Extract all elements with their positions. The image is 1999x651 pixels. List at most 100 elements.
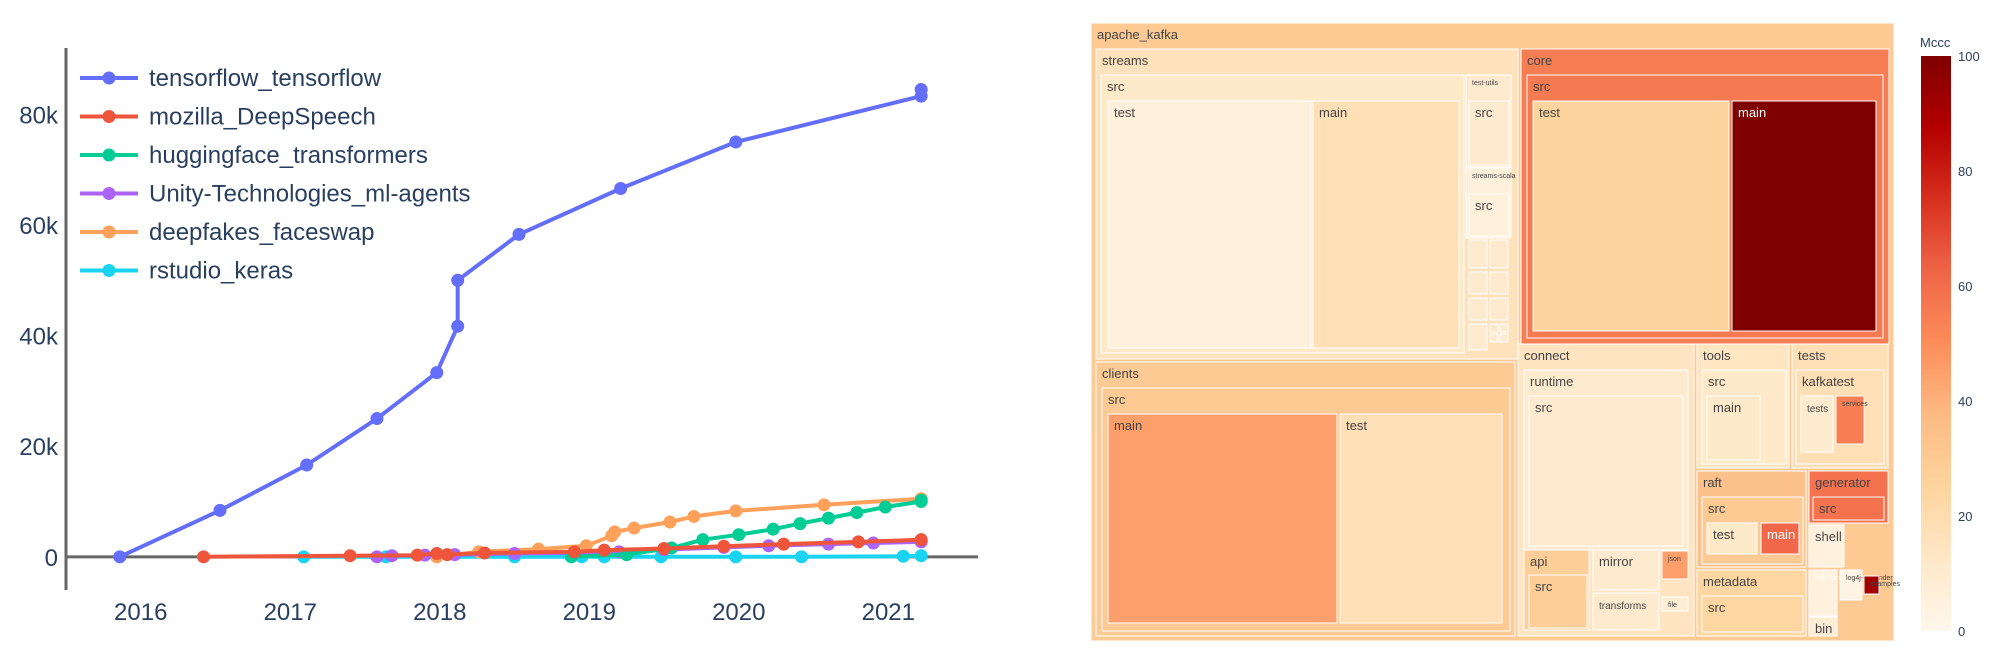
legend-item[interactable]: mozilla_DeepSpeech (80, 104, 376, 131)
treemap-cell-label: kafkatest (1802, 374, 1854, 389)
treemap-cell-file[interactable]: file (1661, 596, 1689, 612)
data-point[interactable] (729, 550, 743, 564)
treemap-cell-label: clients (1102, 366, 1139, 381)
data-point[interactable] (614, 181, 628, 195)
treemap-cell-label: test (1346, 418, 1367, 433)
treemap-cell-src[interactable]: src (1468, 100, 1510, 166)
data-point[interactable] (766, 522, 780, 536)
treemap-cell-rect (1528, 395, 1684, 547)
data-point[interactable] (213, 503, 227, 517)
treemap-cell-rect (1701, 595, 1804, 633)
treemap-cell-shell[interactable]: shell (1808, 524, 1845, 568)
data-point[interactable] (113, 550, 127, 564)
data-point[interactable] (914, 493, 928, 507)
legend-item[interactable]: Unity-Technologies_ml-agents (80, 181, 471, 208)
treemap-cell-label: test (1114, 105, 1135, 120)
treemap-cell-main[interactable]: main (1107, 413, 1338, 624)
treemap-cell-bin[interactable]: bin (1808, 616, 1838, 637)
data-point[interactable] (914, 549, 928, 563)
treemap-cell-src[interactable]: src (1528, 395, 1684, 547)
data-point[interactable] (896, 549, 910, 563)
treemap-cell-examples[interactable]: examples (1863, 575, 1900, 595)
data-point[interactable] (850, 506, 864, 520)
treemap-cell-main[interactable]: main (1731, 100, 1877, 332)
data-point[interactable] (687, 509, 701, 523)
data-point[interactable] (777, 537, 791, 551)
treemap-cell-test[interactable]: test (1532, 100, 1730, 332)
data-point[interactable] (608, 525, 622, 539)
treemap-cell-tests[interactable]: tests (1800, 395, 1834, 453)
colorbar-tick-label: 80 (1958, 164, 1972, 179)
data-point[interactable] (878, 500, 892, 514)
data-point[interactable] (197, 550, 211, 564)
treemap-cell-src[interactable]: src (1701, 595, 1804, 633)
treemap-cell-test[interactable]: test (1339, 413, 1503, 624)
treemap-cell-transforms[interactable]: transforms (1592, 592, 1660, 631)
data-point[interactable] (729, 504, 743, 518)
treemap-cell-main[interactable]: main (1312, 100, 1460, 349)
treemap-tiny-cell (1468, 323, 1488, 351)
legend-item[interactable]: deepfakes_faceswap (80, 219, 375, 246)
data-point[interactable] (663, 515, 677, 529)
treemap-cell-label: src (1535, 579, 1553, 594)
legend-label: deepfakes_faceswap (149, 219, 375, 246)
treemap-cell-rect (1808, 569, 1838, 617)
data-point[interactable] (451, 273, 465, 287)
data-point[interactable] (696, 533, 710, 547)
series-tensorflow_tensorflow[interactable] (113, 82, 928, 564)
data-point[interactable] (478, 546, 492, 560)
data-point[interactable] (597, 543, 611, 557)
series-layer (113, 82, 928, 564)
treemap-cell-label: src (1708, 600, 1726, 615)
data-point[interactable] (512, 227, 526, 241)
legend-item[interactable]: tensorflow_tensorflow (80, 65, 382, 92)
legend-item[interactable]: huggingface_transformers (80, 142, 428, 169)
legend-item[interactable]: rstudio_keras (80, 258, 293, 285)
treemap-cell-rect (1592, 549, 1660, 591)
treemap-cell-main[interactable]: main (1706, 395, 1761, 461)
data-point[interactable] (914, 82, 928, 96)
data-point[interactable] (793, 517, 807, 531)
data-point[interactable] (627, 521, 641, 535)
data-point[interactable] (430, 366, 444, 380)
data-point[interactable] (567, 545, 581, 559)
treemap-tiny-cell (1468, 239, 1488, 269)
treemap-cell-mirror[interactable]: mirror (1592, 549, 1660, 591)
data-point[interactable] (370, 412, 384, 426)
treemap-cell-test[interactable]: test (1706, 522, 1758, 555)
treemap-cell-services[interactable]: services (1835, 395, 1868, 445)
treemap-cell-rect (1312, 100, 1460, 349)
treemap-cell-json[interactable]: json (1661, 550, 1689, 580)
treemap-cell-label: raft (1703, 475, 1722, 490)
data-point[interactable] (851, 535, 865, 549)
data-point[interactable] (440, 548, 454, 562)
data-point[interactable] (732, 528, 746, 542)
colorbar-tick-label: 40 (1958, 394, 1972, 409)
data-point[interactable] (430, 546, 444, 560)
data-point[interactable] (300, 458, 314, 472)
treemap-cell-main[interactable]: main (1760, 522, 1800, 555)
legend-label: mozilla_DeepSpeech (149, 104, 376, 131)
data-point[interactable] (914, 533, 928, 547)
treemap-cell-src[interactable]: src (1528, 574, 1588, 629)
data-point[interactable] (657, 542, 671, 556)
treemap-cell-src[interactable]: src (1468, 193, 1510, 237)
data-point[interactable] (821, 511, 835, 525)
series-mozilla_DeepSpeech[interactable] (197, 533, 928, 564)
colorbar-tick-label: 60 (1958, 279, 1972, 294)
data-point[interactable] (343, 549, 357, 563)
line-chart: 0 20k 40k 60k 80k 2016 2017 2018 2019 2020 2021 t… (19, 48, 978, 626)
treemap-cell-test[interactable]: test (1107, 100, 1312, 349)
data-point[interactable] (817, 498, 831, 512)
data-point[interactable] (717, 539, 731, 553)
data-point[interactable] (795, 550, 809, 564)
data-point[interactable] (729, 135, 743, 149)
data-point[interactable] (451, 319, 465, 333)
treemap-cell-src[interactable]: src (1812, 496, 1885, 521)
x-tick-label: 2016 (114, 599, 167, 626)
data-point[interactable] (410, 548, 424, 562)
x-tick-label: 2019 (563, 599, 616, 626)
treemap-cell-label: transforms (1599, 601, 1646, 612)
legend[interactable]: tensorflow_tensorflow mozilla_DeepSpeechh… (80, 65, 471, 285)
colorbar-tick-label: 100 (1958, 49, 1980, 64)
